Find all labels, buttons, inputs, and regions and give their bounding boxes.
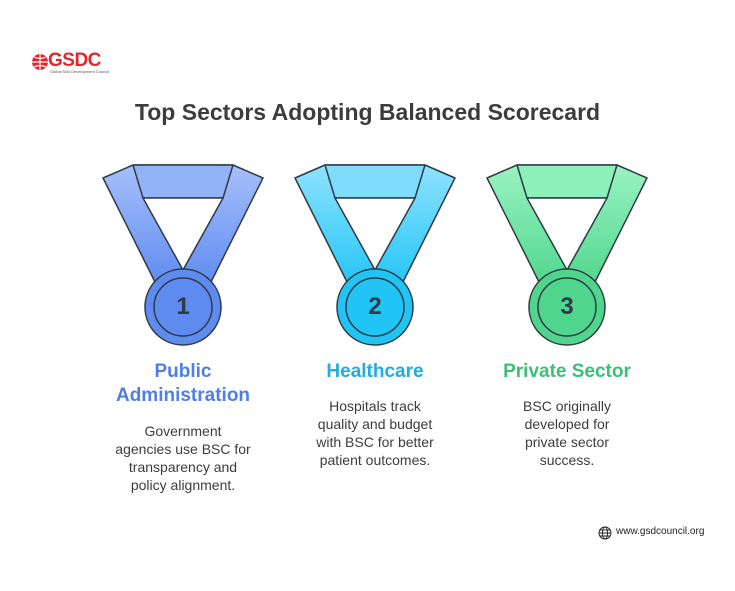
desc-line: patient outcomes. <box>319 452 431 468</box>
desc-line: with BSC for better <box>316 434 434 450</box>
medal-2: 2 <box>290 160 460 350</box>
medal-3-number: 3 <box>560 293 574 320</box>
sector-1-heading: Public Administration <box>93 360 273 408</box>
sector-3-description: BSC originally developed for private sec… <box>487 397 647 469</box>
desc-line: developed for <box>524 416 610 432</box>
globe-logo-icon <box>32 54 48 70</box>
desc-line: success. <box>539 452 595 468</box>
desc-line: agencies use BSC for <box>115 441 251 457</box>
logo-tagline: Global Skill Development Council <box>50 69 110 74</box>
desc-line: Hospitals track <box>329 398 421 414</box>
sector-2-heading: Healthcare <box>285 360 465 384</box>
sector-3-name: Private Sector <box>503 361 631 382</box>
desc-line: Government <box>144 423 222 439</box>
medal-1-number: 1 <box>176 293 190 320</box>
sector-1-name-line1: Public <box>154 361 212 382</box>
medal-2-icon <box>294 164 456 346</box>
medal-2-number: 2 <box>368 293 382 320</box>
sector-3-heading: Private Sector <box>477 360 657 384</box>
medal-1: 1 <box>98 160 268 350</box>
desc-line: BSC originally <box>523 398 611 414</box>
footer-website[interactable]: www.gsdcouncil.org <box>598 525 723 541</box>
medal-3-icon <box>486 164 648 346</box>
sector-2-description: Hospitals track quality and budget with … <box>295 397 455 469</box>
sector-1-name-line2: Administration <box>115 385 251 406</box>
medal-3: 3 <box>482 160 652 350</box>
medal-1-icon <box>102 164 264 346</box>
sector-1-description: Government agencies use BSC for transpar… <box>103 422 263 494</box>
logo-text: GSDC <box>48 50 101 71</box>
website-url[interactable]: www.gsdcouncil.org <box>616 526 705 537</box>
gsdc-logo: GSDC Global Skill Development Council <box>30 50 110 76</box>
desc-line: private sector <box>524 434 610 450</box>
sector-2-name: Healthcare <box>326 361 424 382</box>
page-title: Top Sectors Adopting Balanced Scorecard <box>134 99 601 125</box>
desc-line: quality and budget <box>317 416 433 432</box>
desc-line: policy alignment. <box>130 477 236 493</box>
desc-line: transparency and <box>128 459 238 475</box>
globe-icon <box>598 526 612 540</box>
